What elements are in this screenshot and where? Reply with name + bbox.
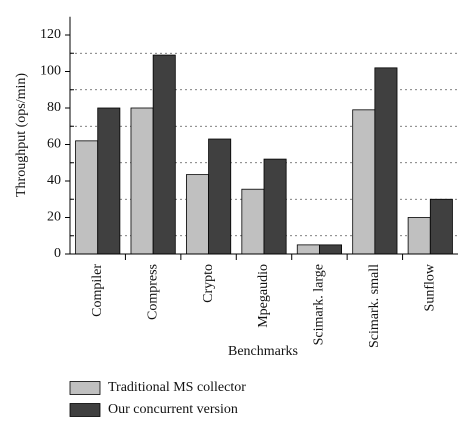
bar [296,244,320,255]
y-axis-title: Throughput (ops/min) [14,73,29,197]
bar [130,107,154,255]
legend-swatch [69,403,101,417]
x-axis-title: Benchmarks [228,344,298,359]
bar [185,174,209,255]
legend-label: Traditional MS collector [108,380,246,395]
y-tick-label: 20 [47,210,61,225]
bar [407,217,431,255]
x-tick-label: Crypto [201,264,216,303]
y-tick-label: 60 [47,137,61,152]
bar [429,198,453,255]
y-tick-label: 40 [47,173,61,188]
y-tick-label: 100 [40,64,61,79]
x-tick-label: Mpegaudio [256,264,271,328]
legend-label: Our concurrent version [108,402,238,417]
bar [97,107,121,255]
y-tick-label: 0 [54,246,61,261]
bar [263,158,287,255]
bar [152,54,176,255]
x-tick-label: Sunflow [423,263,438,311]
x-tick-label: Scimark. large [312,264,327,345]
bar [208,138,232,255]
bar [75,140,99,255]
x-tick-label: Compress [145,264,160,320]
legend-swatch [69,381,101,395]
bar [319,244,342,255]
y-tick-label: 80 [47,100,61,115]
bar [241,188,265,255]
bar [352,109,376,255]
bar [374,67,398,255]
x-tick-label: Scimark. small [367,264,382,348]
x-tick-label: Compiler [90,264,105,317]
y-tick-label: 120 [40,27,61,42]
